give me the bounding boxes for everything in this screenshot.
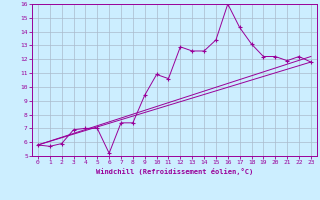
- X-axis label: Windchill (Refroidissement éolien,°C): Windchill (Refroidissement éolien,°C): [96, 168, 253, 175]
